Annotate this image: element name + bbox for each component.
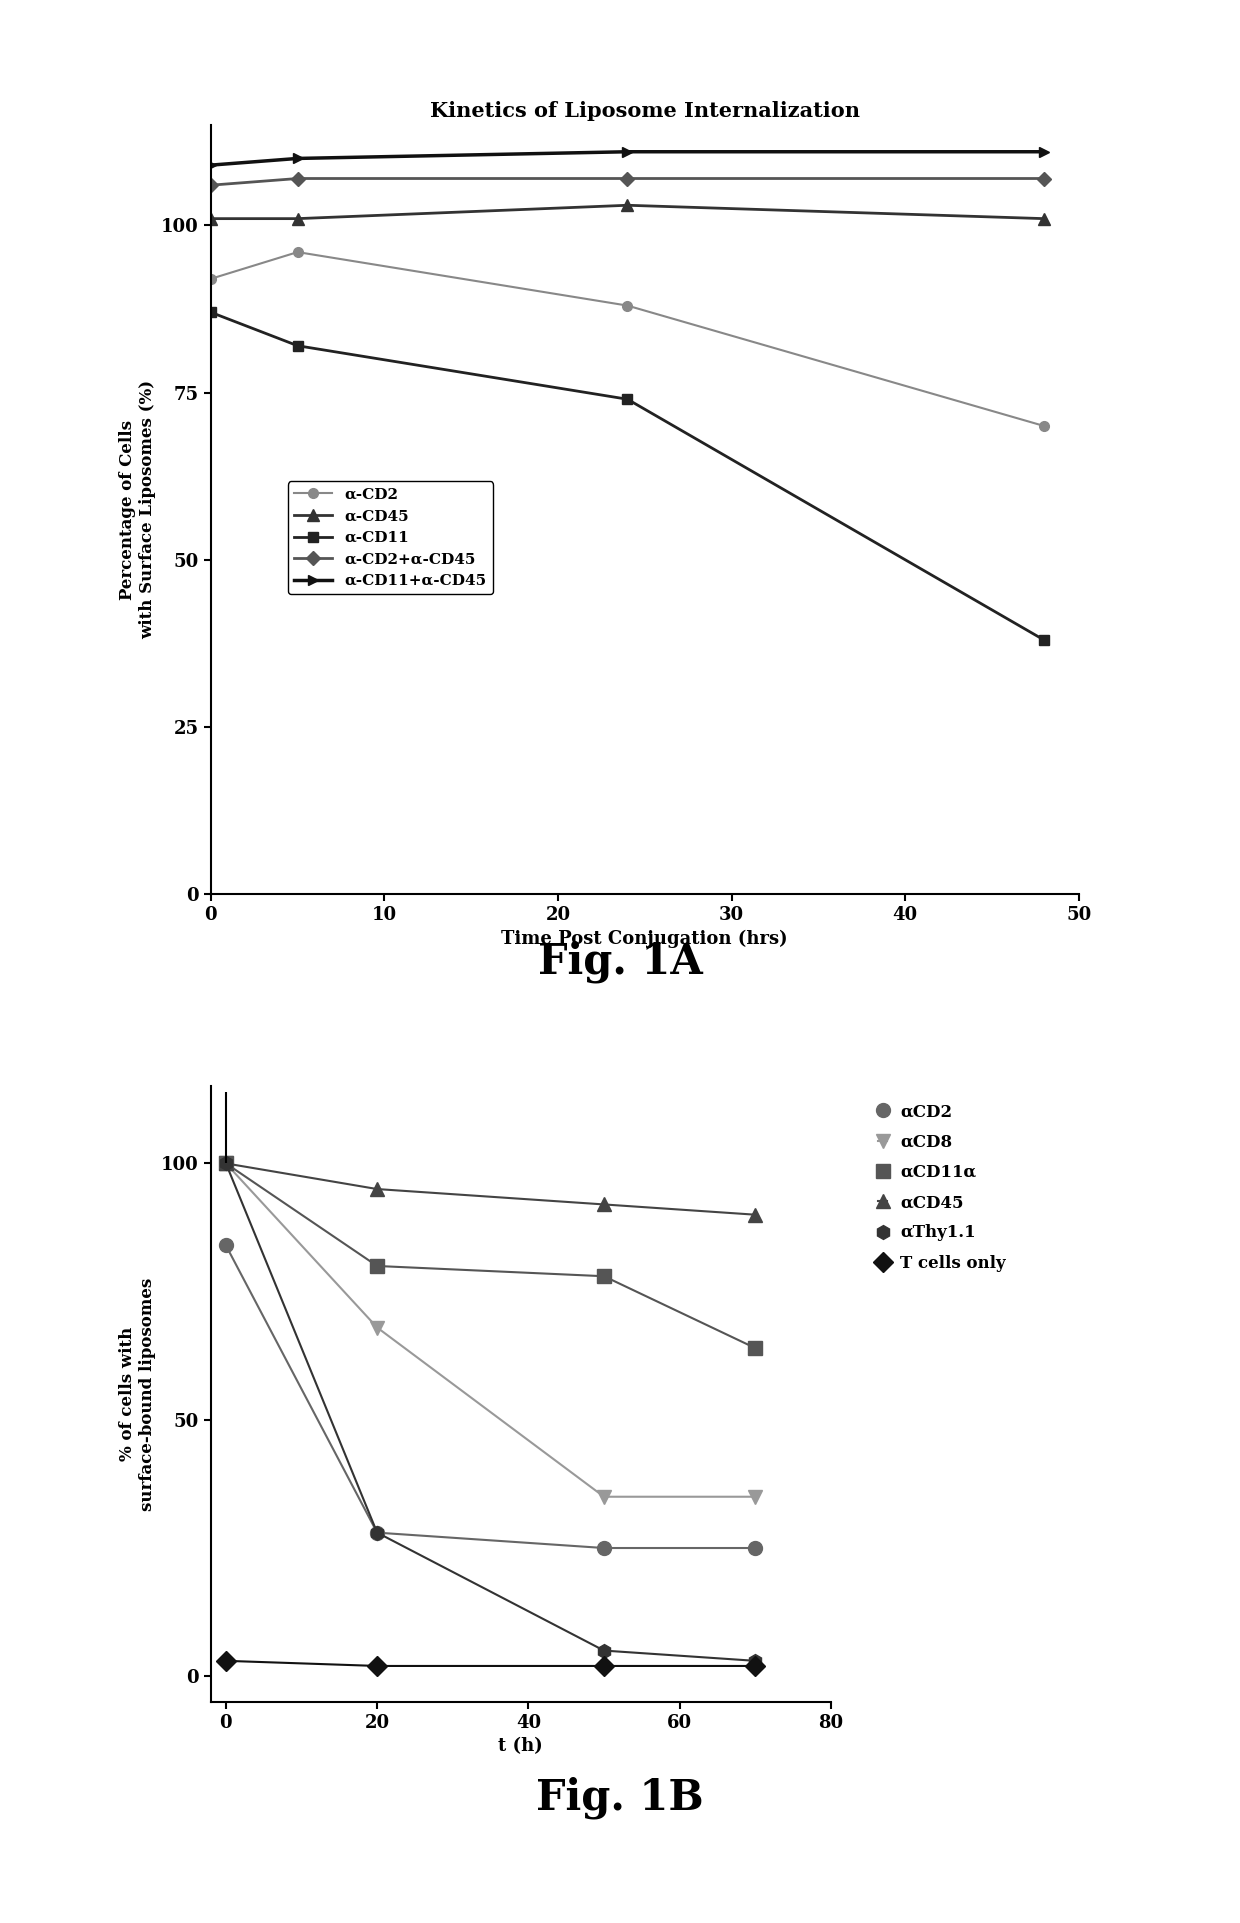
αThy1.1 — [370, 1521, 384, 1544]
αCD8 — [218, 1152, 233, 1175]
α-CD2+α-CD45 — [290, 167, 305, 190]
Text: Fig. 1A: Fig. 1A — [538, 940, 702, 983]
α-CD11 — [290, 335, 305, 358]
α-CD2 — [620, 294, 635, 317]
T cells only — [218, 1650, 233, 1673]
αCD8 — [596, 1485, 611, 1508]
α-CD45 — [1037, 208, 1052, 231]
αCD11α — [748, 1336, 763, 1360]
αThy1.1 — [218, 1152, 233, 1175]
α-CD11+α-CD45 — [290, 146, 305, 169]
Line: T cells only: T cells only — [219, 1654, 763, 1673]
αCD45 — [748, 1204, 763, 1227]
Y-axis label: Percentage of Cells
with Surface Liposomes (%): Percentage of Cells with Surface Liposom… — [119, 381, 156, 638]
α-CD2 — [1037, 415, 1052, 438]
αThy1.1 — [748, 1650, 763, 1673]
αCD45 — [370, 1177, 384, 1200]
Line: αCD2: αCD2 — [219, 1238, 763, 1556]
Line: α-CD45: α-CD45 — [206, 200, 1049, 225]
α-CD11+α-CD45 — [203, 154, 218, 177]
α-CD2+α-CD45 — [203, 173, 218, 196]
Line: αThy1.1: αThy1.1 — [219, 1156, 763, 1667]
α-CD45 — [290, 208, 305, 231]
Line: αCD11α: αCD11α — [219, 1156, 763, 1356]
Line: α-CD2: α-CD2 — [206, 248, 1049, 431]
αCD11α — [596, 1265, 611, 1288]
αCD45 — [596, 1192, 611, 1215]
α-CD11+α-CD45 — [620, 140, 635, 163]
X-axis label: t (h): t (h) — [498, 1736, 543, 1756]
Text: Fig. 1B: Fig. 1B — [536, 1777, 704, 1819]
α-CD11 — [203, 300, 218, 323]
Line: αCD8: αCD8 — [219, 1156, 763, 1504]
αCD11α — [218, 1152, 233, 1175]
T cells only — [370, 1654, 384, 1677]
α-CD11 — [1037, 629, 1052, 652]
α-CD11 — [620, 388, 635, 412]
Y-axis label: % of cells with
surface-bound liposomes: % of cells with surface-bound liposomes — [119, 1277, 156, 1511]
αCD2 — [748, 1536, 763, 1560]
X-axis label: Time Post Conjugation (hrs): Time Post Conjugation (hrs) — [501, 929, 789, 948]
α-CD11+α-CD45 — [1037, 140, 1052, 163]
αCD45 — [218, 1152, 233, 1175]
αCD11α — [370, 1254, 384, 1277]
Legend: α-CD2, α-CD45, α-CD11, α-CD2+α-CD45, α-CD11+α-CD45: α-CD2, α-CD45, α-CD11, α-CD2+α-CD45, α-C… — [288, 481, 492, 594]
α-CD2+α-CD45 — [620, 167, 635, 190]
Legend: αCD2, αCD8, αCD11α, αCD45, αThy1.1, T cells only: αCD2, αCD8, αCD11α, αCD45, αThy1.1, T ce… — [870, 1094, 1014, 1281]
Line: αCD45: αCD45 — [219, 1156, 763, 1221]
α-CD45 — [620, 194, 635, 217]
T cells only — [748, 1654, 763, 1677]
Line: α-CD11+α-CD45: α-CD11+α-CD45 — [206, 146, 1049, 169]
α-CD2 — [203, 267, 218, 290]
α-CD2 — [290, 240, 305, 263]
Line: α-CD2+α-CD45: α-CD2+α-CD45 — [206, 173, 1049, 190]
αCD2 — [596, 1536, 611, 1560]
αThy1.1 — [596, 1638, 611, 1661]
α-CD45 — [203, 208, 218, 231]
αCD2 — [218, 1235, 233, 1258]
Line: α-CD11: α-CD11 — [206, 308, 1049, 644]
αCD8 — [748, 1485, 763, 1508]
αCD2 — [370, 1521, 384, 1544]
Title: Kinetics of Liposome Internalization: Kinetics of Liposome Internalization — [430, 100, 859, 121]
αCD8 — [370, 1315, 384, 1338]
T cells only — [596, 1654, 611, 1677]
α-CD2+α-CD45 — [1037, 167, 1052, 190]
